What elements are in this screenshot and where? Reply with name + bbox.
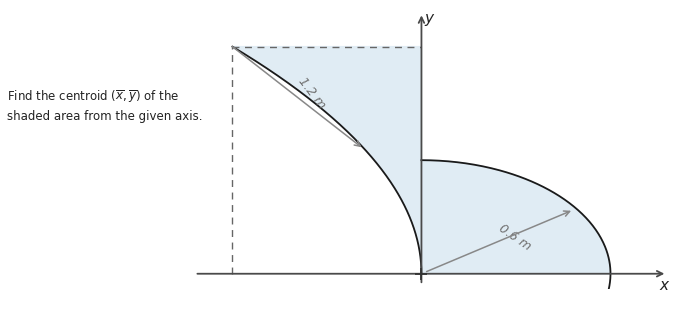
Text: x: x — [660, 278, 669, 293]
Text: 0.6 m: 0.6 m — [496, 222, 533, 253]
Text: Find the centroid $(\overline{x},\overline{y})$ of the
shaded area from the give: Find the centroid $(\overline{x},\overli… — [7, 88, 202, 122]
Text: 1.2 m: 1.2 m — [295, 75, 328, 111]
Polygon shape — [232, 46, 610, 274]
Text: y: y — [425, 11, 434, 26]
